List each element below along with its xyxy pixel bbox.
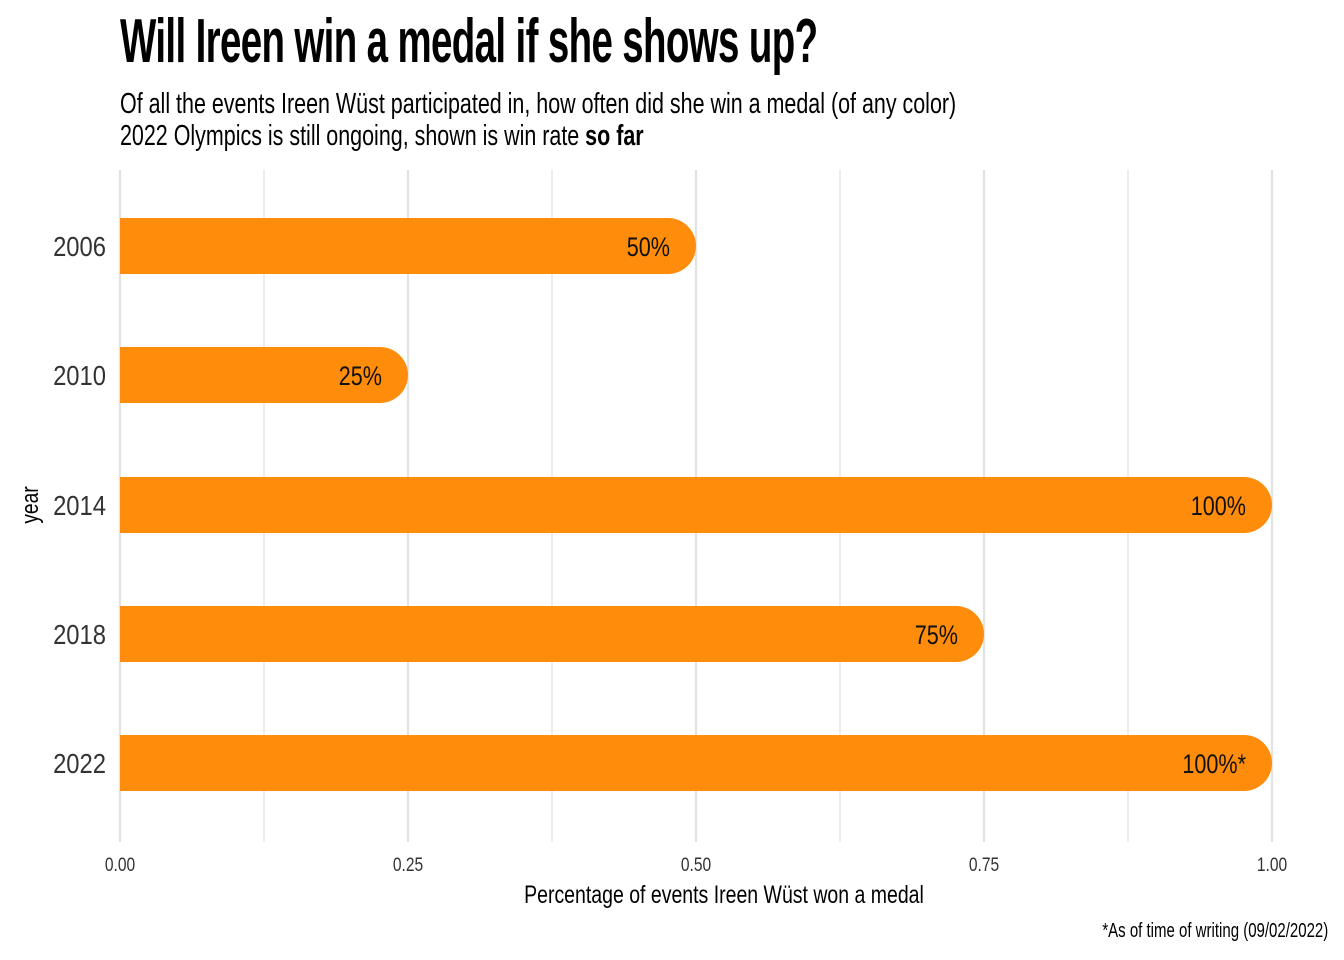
y-tick-label-2022: 2022 [53,747,106,779]
chart-caption: *As of time of writing (09/02/2022) [1102,920,1328,942]
data-label-2006: 50% [627,233,670,263]
data-label-2014: 100% [1191,492,1246,522]
bar-2022 [120,735,1272,791]
y-tick-label-2010: 2010 [53,359,106,391]
x-axis-ticks: 0.00 0.25 0.50 0.75 1.00 [105,854,1287,876]
chart-title: Will Ireen win a medal if she shows up? [120,7,818,76]
x-tick-label: 1.00 [1257,854,1287,876]
data-label-2022: 100%* [1182,750,1246,780]
bars [120,218,1272,791]
data-labels: 50% 25% 100% 75% 100%* [339,233,1247,780]
y-axis-ticks: 2006 2010 2014 2018 2022 [53,230,106,779]
chart-subtitle-line1: Of all the events Ireen Wüst participate… [120,88,957,120]
bar-2010 [120,347,408,403]
x-tick-label: 0.50 [681,854,711,876]
bar-2014 [120,477,1272,533]
subtitle-line2-bold: so far [585,120,644,152]
data-label-2018: 75% [915,621,958,651]
y-tick-label-2006: 2006 [53,230,106,262]
x-tick-label: 0.25 [393,854,423,876]
y-tick-label-2018: 2018 [53,618,106,650]
data-label-2010: 25% [339,362,382,392]
x-tick-label: 0.00 [105,854,135,876]
bar-2006 [120,218,696,274]
bar-2018 [120,606,984,662]
x-tick-label: 0.75 [969,854,999,876]
subtitle-line2-text: 2022 Olympics is still ongoing, shown is… [120,120,586,152]
y-tick-label-2014: 2014 [53,489,106,521]
chart-subtitle-line2: 2022 Olympics is still ongoing, shown is… [120,120,644,153]
y-axis-label: year [16,486,44,523]
x-axis-label: Percentage of events Ireen Wüst won a me… [524,881,924,909]
